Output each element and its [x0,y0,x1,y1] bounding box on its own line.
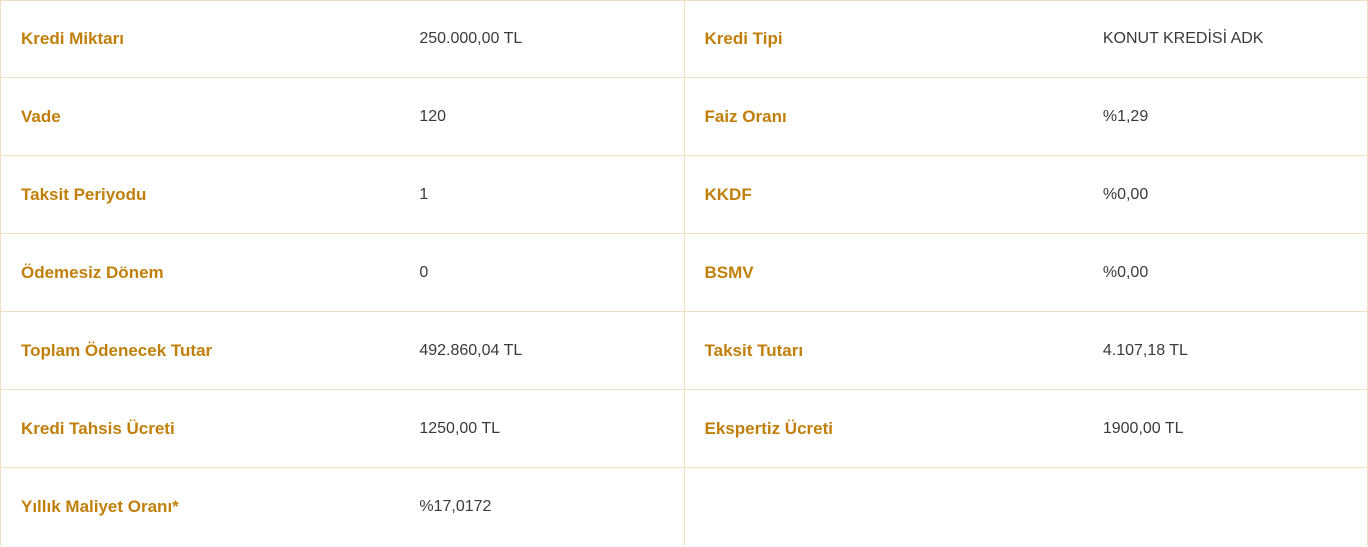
cell-value: 1900,00 TL [1103,420,1347,438]
cell-pair-left: Vade 120 [0,78,685,156]
cell-pair-left: Toplam Ödenecek Tutar 492.860,04 TL [0,312,685,390]
cell-label: Taksit Periyodu [21,185,419,205]
cell-value: 120 [419,108,663,126]
cell-pair-left: Yıllık Maliyet Oranı* %17,0172 [0,468,685,546]
table-row: Kredi Miktarı 250.000,00 TL Kredi Tipi K… [0,0,1368,78]
cell-label: Kredi Tahsis Ücreti [21,419,419,439]
cell-label: Yıllık Maliyet Oranı* [21,497,419,517]
cell-pair-left: Ödemesiz Dönem 0 [0,234,685,312]
table-row: Vade 120 Faiz Oranı %1,29 [0,78,1368,156]
cell-value: %0,00 [1103,264,1347,282]
cell-label: Toplam Ödenecek Tutar [21,341,419,361]
cell-value: 0 [419,264,663,282]
cell-pair-right: Faiz Oranı %1,29 [685,78,1368,156]
cell-pair-right: Taksit Tutarı 4.107,18 TL [685,312,1368,390]
table-row: Kredi Tahsis Ücreti 1250,00 TL Ekspertiz… [0,390,1368,468]
table-row: Ödemesiz Dönem 0 BSMV %0,00 [0,234,1368,312]
cell-label: BSMV [705,263,1103,283]
cell-pair-right: Ekspertiz Ücreti 1900,00 TL [685,390,1368,468]
cell-pair-right [685,468,1368,546]
table-row: Taksit Periyodu 1 KKDF %0,00 [0,156,1368,234]
cell-label: Kredi Miktarı [21,29,419,49]
cell-pair-right: KKDF %0,00 [685,156,1368,234]
cell-pair-left: Taksit Periyodu 1 [0,156,685,234]
cell-value: %0,00 [1103,186,1347,204]
cell-value: %1,29 [1103,108,1347,126]
loan-details-table: Kredi Miktarı 250.000,00 TL Kredi Tipi K… [0,0,1368,546]
cell-value: KONUT KREDİSİ ADK [1103,30,1347,48]
cell-label: Ödemesiz Dönem [21,263,419,283]
cell-value: %17,0172 [419,498,663,516]
cell-pair-left: Kredi Tahsis Ücreti 1250,00 TL [0,390,685,468]
cell-value: 250.000,00 TL [419,30,663,48]
cell-label: KKDF [705,185,1103,205]
cell-label: Taksit Tutarı [705,341,1103,361]
cell-label: Ekspertiz Ücreti [705,419,1103,439]
cell-value: 4.107,18 TL [1103,342,1347,360]
cell-label: Kredi Tipi [705,29,1103,49]
cell-value: 1 [419,186,663,204]
cell-value: 1250,00 TL [419,420,663,438]
cell-pair-left: Kredi Miktarı 250.000,00 TL [0,0,685,78]
cell-pair-right: Kredi Tipi KONUT KREDİSİ ADK [685,0,1368,78]
cell-label: Vade [21,107,419,127]
cell-pair-right: BSMV %0,00 [685,234,1368,312]
cell-label: Faiz Oranı [705,107,1103,127]
cell-value: 492.860,04 TL [419,342,663,360]
table-row: Yıllık Maliyet Oranı* %17,0172 [0,468,1368,546]
table-row: Toplam Ödenecek Tutar 492.860,04 TL Taks… [0,312,1368,390]
